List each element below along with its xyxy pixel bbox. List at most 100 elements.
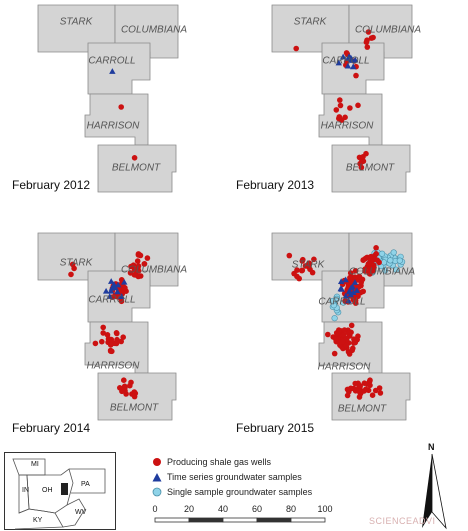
label-stark: STARK: [293, 16, 327, 28]
shale-well-marker: [121, 377, 127, 383]
shale-well-marker: [344, 386, 351, 393]
timeseries-sample-marker: [121, 278, 128, 285]
shale-well-marker: [348, 322, 355, 329]
shale-well-marker: [134, 258, 141, 264]
county-harrison: [318, 93, 383, 146]
timeseries-sample-marker: [345, 55, 352, 61]
shale-well-marker: [361, 388, 367, 394]
timeseries-sample-marker: [337, 285, 344, 292]
shale-well-marker: [100, 324, 106, 331]
label-stark: STARK: [291, 259, 325, 271]
legend-label-wells: Producing shale gas wells: [167, 457, 272, 467]
shale-well-marker: [296, 275, 302, 282]
county-belmont: [331, 144, 411, 193]
shale-well-marker: [100, 330, 106, 336]
map-panel-2013: STARK COLUMBIANA CARROLL HARRISON BELMON…: [234, 0, 468, 224]
scale-bar-graphic: [154, 517, 326, 523]
shale-well-marker: [337, 102, 344, 109]
shale-well-marker: [337, 97, 343, 103]
shale-well-marker: [131, 393, 138, 400]
north-label: N: [428, 442, 435, 452]
timeseries-sample-marker: [350, 63, 357, 70]
shale-well-marker: [344, 392, 351, 399]
panel-date: February 2014: [12, 421, 91, 435]
timeseries-sample-marker: [337, 278, 345, 285]
shale-well-marker: [333, 336, 339, 342]
shale-well-marker: [141, 261, 148, 267]
single-sample-marker: [393, 266, 400, 273]
shale-well-marker: [353, 72, 359, 79]
shale-well-marker: [355, 102, 361, 109]
timeseries-sample-marker: [345, 297, 352, 304]
label-carroll: CARROLL: [322, 55, 370, 67]
label-harrison: HARRISON: [317, 361, 371, 373]
shale-well-marker: [367, 377, 373, 383]
panel-date: February 2012: [12, 178, 91, 192]
shale-well-marker: [372, 387, 379, 394]
single-sample-marker: [396, 257, 403, 264]
shale-well-marker: [286, 252, 293, 259]
shale-well-marker: [114, 330, 120, 337]
label-carroll: CARROLL: [88, 55, 136, 67]
shale-well-marker: [355, 333, 361, 339]
timeseries-sample-marker: [109, 68, 116, 74]
label-carroll: CARROLL: [88, 294, 136, 306]
shale-well-marker: [325, 331, 331, 338]
shale-well-marker: [117, 385, 123, 391]
shale-well-marker: [373, 251, 379, 257]
shale-well-marker: [298, 267, 305, 274]
shale-well-marker: [357, 160, 363, 167]
county-map-2015: [271, 232, 413, 421]
label-columbiana: COLUMBIANA: [354, 24, 422, 36]
shale-well-marker: [307, 266, 313, 273]
shale-well-marker: [365, 29, 372, 35]
timeseries-sample-marker: [342, 292, 349, 299]
shale-well-marker: [349, 347, 355, 354]
label-belmont: BELMONT: [345, 162, 395, 174]
timeseries-sample-marker: [114, 281, 122, 288]
legend-item-single: Single sample groundwater samples: [152, 487, 312, 497]
timeseries-sample-marker: [110, 281, 118, 287]
shale-well-marker: [363, 39, 370, 45]
shale-well-marker: [367, 382, 373, 389]
timeseries-sample-marker: [118, 293, 125, 300]
single-sample-marker: [331, 315, 338, 322]
legend-label-timeseries: Time series groundwater samples: [167, 472, 302, 482]
shale-well-marker: [364, 44, 371, 50]
shale-well-marker: [370, 34, 376, 41]
timeseries-sample-marker: [347, 284, 355, 291]
north-arrow: N: [422, 440, 462, 530]
shale-well-marker: [367, 268, 373, 275]
shale-well-marker: [360, 154, 366, 160]
panel-date: February 2013: [236, 178, 315, 192]
legend-item-timeseries: Time series groundwater samples: [152, 472, 302, 482]
inset-locator-map: MI IN OH PA KY WV: [4, 452, 116, 530]
shale-well-marker: [92, 340, 99, 347]
timeseries-sample-marker: [102, 287, 110, 294]
shale-well-marker: [127, 382, 133, 389]
shale-well-marker: [374, 257, 381, 263]
shale-well-marker: [352, 339, 359, 346]
timeseries-sample-marker: [342, 276, 349, 283]
shale-well-marker: [357, 383, 363, 389]
shale-well-marker: [343, 342, 349, 349]
timeseries-sample-marker: [339, 53, 347, 60]
shale-well-marker: [352, 268, 359, 274]
shale-well-marker: [69, 261, 76, 268]
single-sample-marker: [380, 259, 388, 266]
state-label-pa: PA: [81, 481, 90, 488]
map-panel-2015: STARK COLUMBIANA CARROLL HARRISON BELMON…: [234, 228, 468, 452]
red-circle-icon: [152, 457, 162, 467]
scale-tick-60: 60: [251, 504, 263, 514]
legend-item-wells: Producing shale gas wells: [152, 457, 271, 467]
county-map-2014: [37, 232, 179, 421]
shale-well-marker: [373, 245, 379, 251]
county-map-2013: [271, 4, 413, 193]
label-stark: STARK: [59, 257, 93, 269]
shale-well-marker: [356, 394, 363, 400]
label-belmont: BELMONT: [337, 403, 387, 415]
county-carroll: [87, 42, 151, 95]
shale-well-marker: [120, 334, 126, 340]
shale-well-marker: [105, 336, 112, 342]
shale-well-marker: [118, 298, 125, 305]
